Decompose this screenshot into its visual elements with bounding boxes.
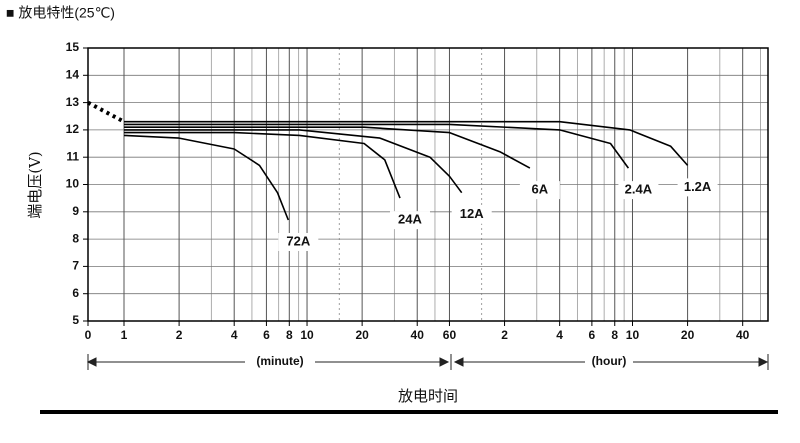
chart-title: ■ 放电特性(25℃): [6, 5, 115, 21]
x-tick-label: 0: [85, 328, 92, 342]
curve-label-bg: [519, 181, 560, 200]
curve-label: 24A: [398, 212, 422, 227]
x-tick-label: 10: [300, 328, 314, 342]
x-tick-label: 60: [443, 328, 457, 342]
y-tick-label: 7: [72, 259, 79, 273]
x-tick-label: 4: [556, 328, 563, 342]
discharge-curve: [124, 123, 630, 169]
x-tick-label: 20: [355, 328, 369, 342]
range-label: (hour): [592, 354, 627, 368]
y-tick-label: 12: [66, 122, 80, 136]
footer-rule: [40, 410, 778, 414]
x-tick-label: 20: [681, 328, 695, 342]
curve-label: 72A: [286, 233, 310, 248]
range-arrows: [86, 354, 769, 370]
x-tick-label: 6: [589, 328, 596, 342]
curve-label: 2.4A: [625, 182, 653, 197]
y-tick-label: 6: [72, 286, 79, 300]
y-tick-label: 11: [66, 149, 79, 163]
x-axis-title: 放电时间: [398, 387, 458, 405]
y-tick-label: 14: [66, 67, 80, 81]
curve-label: 12A: [460, 206, 484, 221]
discharge-curve: [124, 129, 463, 194]
y-tick-label: 9: [72, 204, 79, 218]
curve-label-bg: [389, 211, 430, 230]
x-tick-label: 4: [231, 328, 238, 342]
curve-label-bg: [618, 181, 659, 200]
y-tick-label: 10: [66, 177, 80, 191]
discharge-curve: [124, 126, 531, 169]
discharge-curve: [124, 131, 401, 199]
curve-label: 1.2A: [684, 179, 712, 194]
y-axis-title: 端电压(V): [26, 151, 44, 219]
curve-label-bg: [677, 178, 718, 197]
x-tick-label: 2: [176, 328, 183, 342]
x-tick-label: 40: [736, 328, 750, 342]
range-label: (minute): [256, 354, 303, 368]
curve-label-bg: [451, 205, 492, 224]
x-tick-label: 8: [286, 328, 293, 342]
curve-label: 6A: [532, 182, 549, 197]
initial-curve: [87, 100, 125, 124]
y-tick-label: 15: [66, 40, 80, 54]
curve-label-bg: [278, 232, 319, 251]
plot-frame: [87, 47, 769, 322]
x-tick-label: 10: [626, 328, 640, 342]
y-tick-label: 13: [66, 95, 80, 109]
x-tick-label: 40: [411, 328, 425, 342]
discharge-curve: [124, 120, 689, 166]
y-tick-label: 5: [72, 313, 79, 327]
x-tick-label: 2: [501, 328, 508, 342]
y-tick-label: 8: [72, 231, 79, 245]
discharge-curve: [123, 134, 290, 221]
x-tick-label: 8: [611, 328, 618, 342]
x-tick-label: 1: [121, 328, 128, 342]
x-tick-label: 6: [263, 328, 270, 342]
